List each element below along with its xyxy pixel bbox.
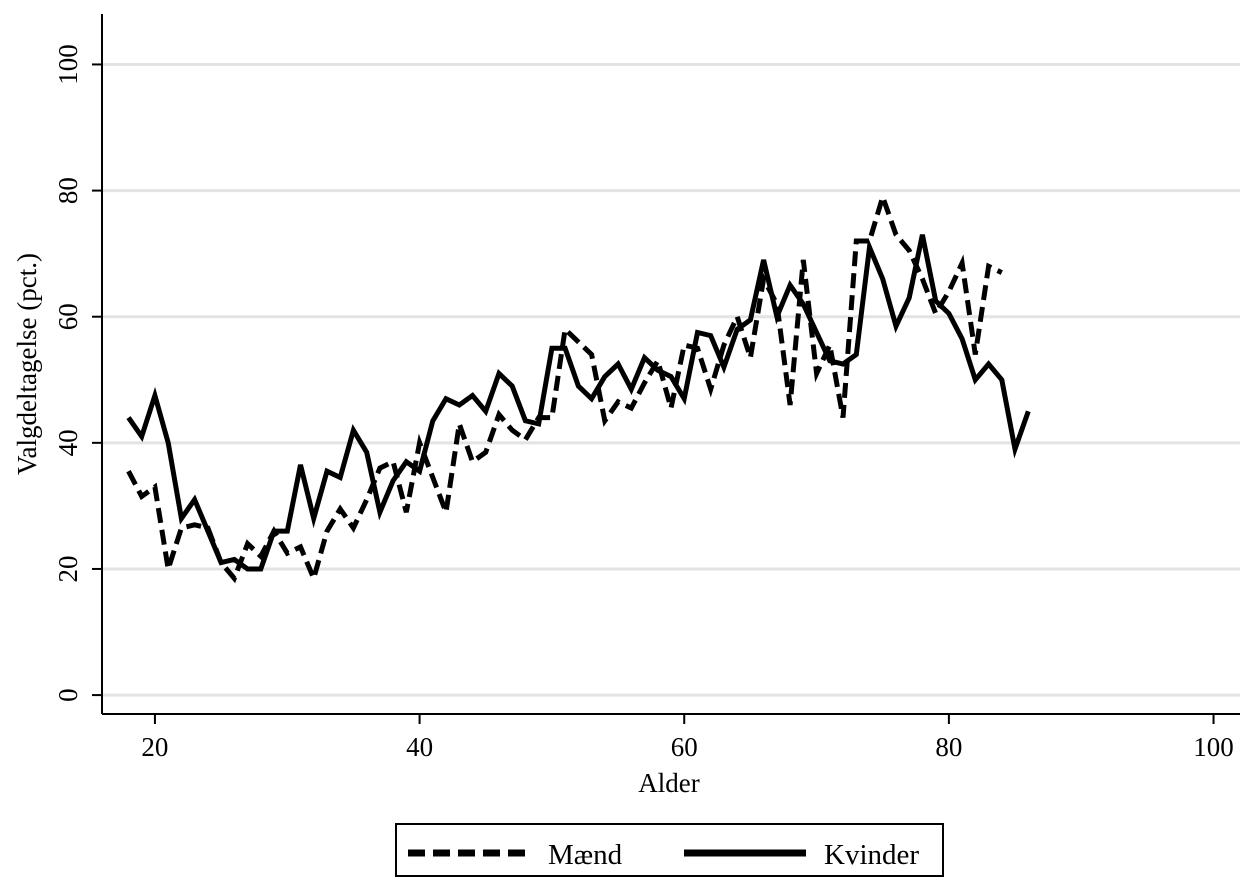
series-line-kvinder xyxy=(126,234,1031,572)
legend-label-maend: Mænd xyxy=(548,839,623,871)
y-tick-label: 80 xyxy=(53,177,83,204)
x-axis-title: Alder xyxy=(638,768,699,798)
y-tick-label: 0 xyxy=(53,688,83,702)
gridlines xyxy=(102,62,1240,697)
x-tick-label: 80 xyxy=(935,732,962,762)
y-tick-label: 40 xyxy=(53,429,83,456)
x-tick-label: 40 xyxy=(406,732,433,762)
y-tick-label: 100 xyxy=(53,44,83,85)
x-tick-label: 100 xyxy=(1193,732,1234,762)
y-axis-ticks: 0 20 40 60 80 100 xyxy=(53,44,102,702)
x-tick-label: 20 xyxy=(141,732,168,762)
y-axis-title: Valgdeltagelse (pct.) xyxy=(12,253,42,475)
x-tick-label: 60 xyxy=(671,732,698,762)
y-tick-label: 20 xyxy=(53,555,83,582)
axes xyxy=(101,14,1240,715)
series-lines xyxy=(126,188,1031,586)
legend: Mænd Kvinder xyxy=(395,823,944,877)
y-tick-label: 60 xyxy=(53,303,83,330)
legend-label-kvinder: Kvinder xyxy=(824,839,919,871)
x-axis-ticks: 20 40 60 80 100 xyxy=(141,714,1234,762)
